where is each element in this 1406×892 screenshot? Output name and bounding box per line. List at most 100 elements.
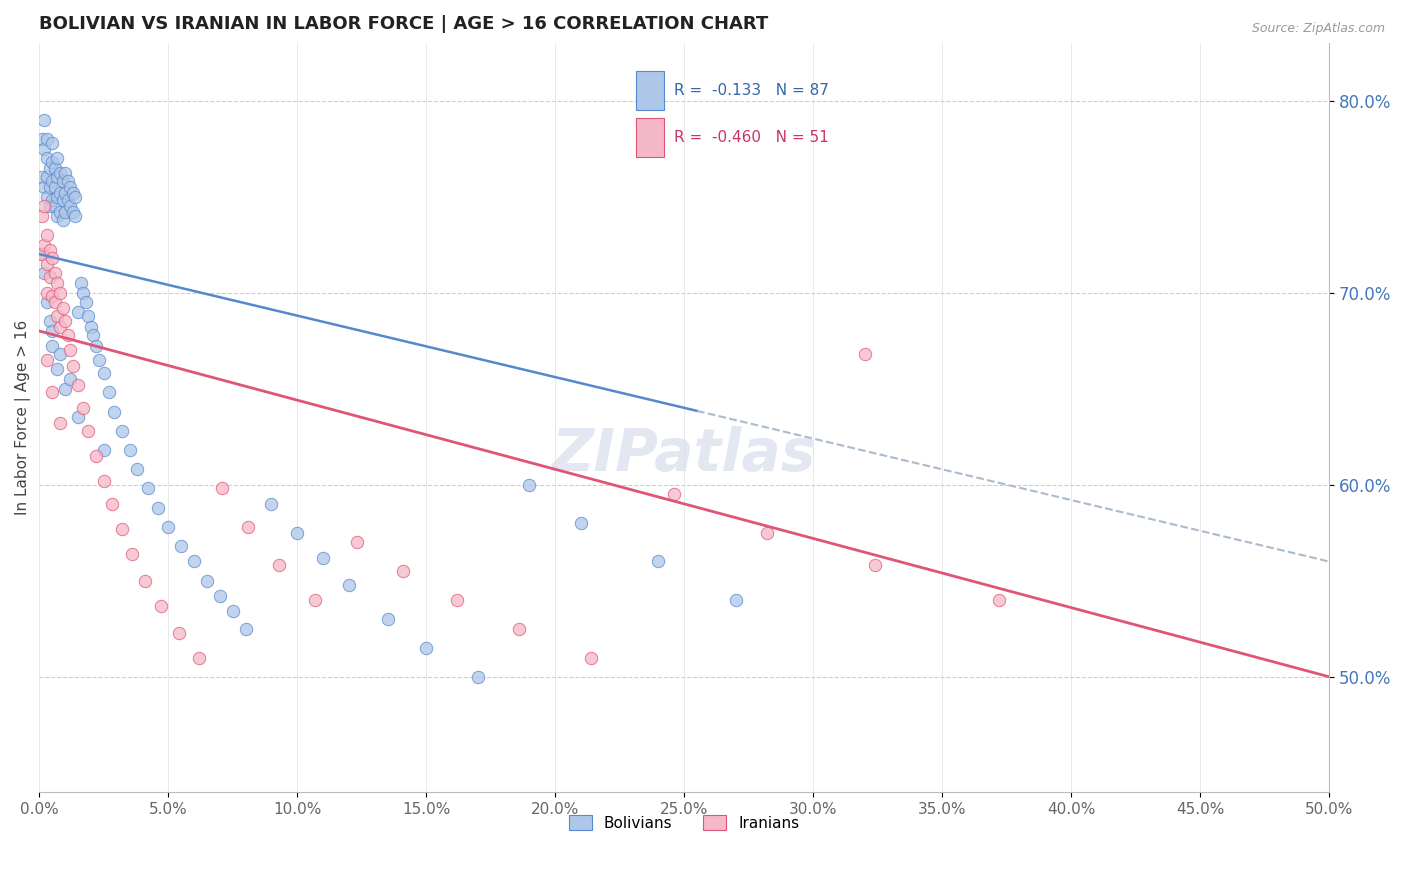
Point	[121, 547, 143, 561]
Point	[34, 237, 56, 252]
Point	[853, 347, 876, 361]
Point	[118, 443, 141, 458]
Point	[35, 352, 58, 367]
Point	[987, 593, 1010, 607]
Point	[31, 170, 53, 185]
Y-axis label: In Labor Force | Age > 16: In Labor Force | Age > 16	[15, 320, 31, 515]
Point	[35, 151, 58, 165]
Point	[35, 170, 58, 185]
Point	[38, 199, 60, 213]
Point	[84, 449, 107, 463]
Point	[446, 593, 468, 607]
Point	[49, 347, 72, 361]
Point	[238, 520, 260, 534]
Point	[285, 525, 308, 540]
Point	[49, 416, 72, 430]
Point	[46, 309, 69, 323]
Point	[35, 285, 58, 300]
Point	[53, 205, 76, 219]
Point	[46, 276, 69, 290]
Point	[93, 366, 115, 380]
Text: R =  -0.460   N = 51: R = -0.460 N = 51	[673, 130, 828, 145]
Point	[111, 522, 134, 536]
Point	[59, 180, 82, 194]
Point	[56, 174, 79, 188]
Point	[72, 401, 94, 415]
Point	[508, 622, 530, 636]
Point	[337, 577, 360, 591]
Point	[72, 285, 94, 300]
Point	[35, 132, 58, 146]
Point	[35, 189, 58, 203]
Point	[62, 359, 84, 373]
Point	[80, 320, 103, 334]
Point	[41, 136, 63, 150]
Point	[103, 405, 125, 419]
Point	[38, 270, 60, 285]
Point	[134, 574, 156, 588]
Point	[149, 599, 172, 613]
Text: Source: ZipAtlas.com: Source: ZipAtlas.com	[1251, 22, 1385, 36]
Point	[581, 650, 603, 665]
Point	[46, 170, 69, 185]
Point	[467, 670, 489, 684]
Point	[44, 199, 66, 213]
Point	[49, 285, 72, 300]
Point	[65, 189, 87, 203]
Point	[34, 199, 56, 213]
Text: BOLIVIAN VS IRANIAN IN LABOR FORCE | AGE > 16 CORRELATION CHART: BOLIVIAN VS IRANIAN IN LABOR FORCE | AGE…	[39, 15, 769, 33]
Point	[377, 612, 399, 626]
Point	[46, 209, 69, 223]
Point	[66, 305, 89, 319]
Point	[863, 558, 886, 573]
Point	[415, 640, 437, 655]
Point	[170, 539, 193, 553]
Point	[53, 382, 76, 396]
Point	[59, 343, 82, 358]
Point	[34, 266, 56, 280]
Point	[49, 205, 72, 219]
Point	[59, 199, 82, 213]
Point	[62, 205, 84, 219]
Point	[49, 167, 72, 181]
Point	[41, 339, 63, 353]
Point	[98, 385, 121, 400]
Point	[235, 622, 257, 636]
Point	[44, 180, 66, 194]
Point	[53, 314, 76, 328]
Point	[53, 186, 76, 200]
Point	[93, 443, 115, 458]
Point	[392, 564, 415, 578]
Point	[62, 186, 84, 200]
Point	[59, 372, 82, 386]
Point	[312, 550, 335, 565]
Point	[41, 155, 63, 169]
Point	[208, 589, 231, 603]
Point	[44, 161, 66, 175]
Point	[44, 266, 66, 280]
Point	[46, 151, 69, 165]
Point	[346, 535, 368, 549]
Point	[260, 497, 283, 511]
Point	[41, 174, 63, 188]
Point	[111, 424, 134, 438]
Point	[66, 377, 89, 392]
Point	[56, 194, 79, 208]
Point	[304, 593, 326, 607]
Point	[69, 276, 91, 290]
Point	[662, 487, 685, 501]
Point	[38, 180, 60, 194]
Point	[41, 194, 63, 208]
Point	[38, 161, 60, 175]
Text: R =  -0.133   N = 87: R = -0.133 N = 87	[673, 83, 828, 97]
Point	[38, 244, 60, 258]
Point	[77, 309, 100, 323]
Point	[41, 251, 63, 265]
Point	[100, 497, 122, 511]
Point	[46, 362, 69, 376]
Point	[82, 327, 104, 342]
Point	[211, 482, 233, 496]
Point	[519, 477, 541, 491]
Point	[31, 247, 53, 261]
Point	[34, 180, 56, 194]
